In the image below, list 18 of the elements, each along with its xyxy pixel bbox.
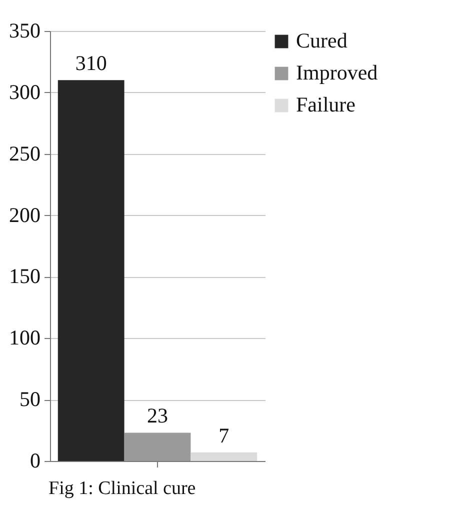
y-tick-label: 350	[9, 18, 40, 42]
legend-label: Failure	[296, 92, 356, 116]
data-label: 7	[218, 423, 230, 448]
caption: Fig 1: Clinical cure	[48, 478, 196, 499]
data-label: 23	[147, 404, 168, 428]
y-tick-label: 100	[9, 326, 40, 350]
bar	[58, 80, 124, 461]
bar	[190, 452, 258, 461]
bar	[124, 432, 191, 461]
legend-label: Improved	[296, 60, 378, 84]
y-tick-label: 200	[9, 202, 40, 227]
y-tick-label: 150	[9, 264, 40, 288]
y-tick-label: 300	[9, 80, 40, 104]
data-label: 310	[75, 51, 107, 76]
y-tick-label: 50	[20, 387, 40, 412]
legend-label: Cured	[296, 28, 348, 52]
y-tick-label: 0	[30, 448, 40, 472]
y-tick-label: 250	[9, 141, 40, 166]
